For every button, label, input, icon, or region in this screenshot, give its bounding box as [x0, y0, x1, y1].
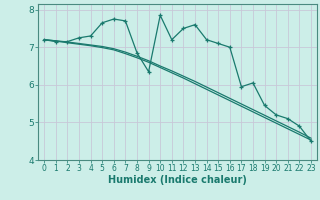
X-axis label: Humidex (Indice chaleur): Humidex (Indice chaleur): [108, 175, 247, 185]
